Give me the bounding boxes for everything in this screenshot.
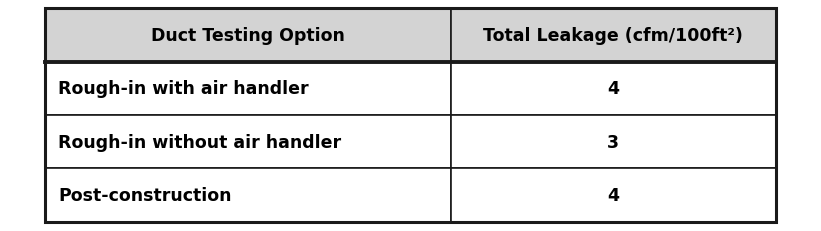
Text: Post-construction: Post-construction <box>58 186 232 204</box>
Text: Duct Testing Option: Duct Testing Option <box>151 27 345 45</box>
Bar <box>45 9 776 222</box>
Text: 3: 3 <box>608 133 619 151</box>
Text: Rough-in with air handler: Rough-in with air handler <box>58 80 309 98</box>
Bar <box>45 116 451 169</box>
Text: Rough-in without air handler: Rough-in without air handler <box>58 133 342 151</box>
Bar <box>45 9 451 62</box>
Text: Total Leakage (cfm/100ft²): Total Leakage (cfm/100ft²) <box>484 27 743 45</box>
Text: 4: 4 <box>608 186 619 204</box>
Bar <box>45 169 451 222</box>
Bar <box>451 116 776 169</box>
Bar <box>451 62 776 116</box>
Bar <box>451 9 776 62</box>
Text: 4: 4 <box>608 80 619 98</box>
Bar <box>451 169 776 222</box>
Bar <box>45 62 451 116</box>
